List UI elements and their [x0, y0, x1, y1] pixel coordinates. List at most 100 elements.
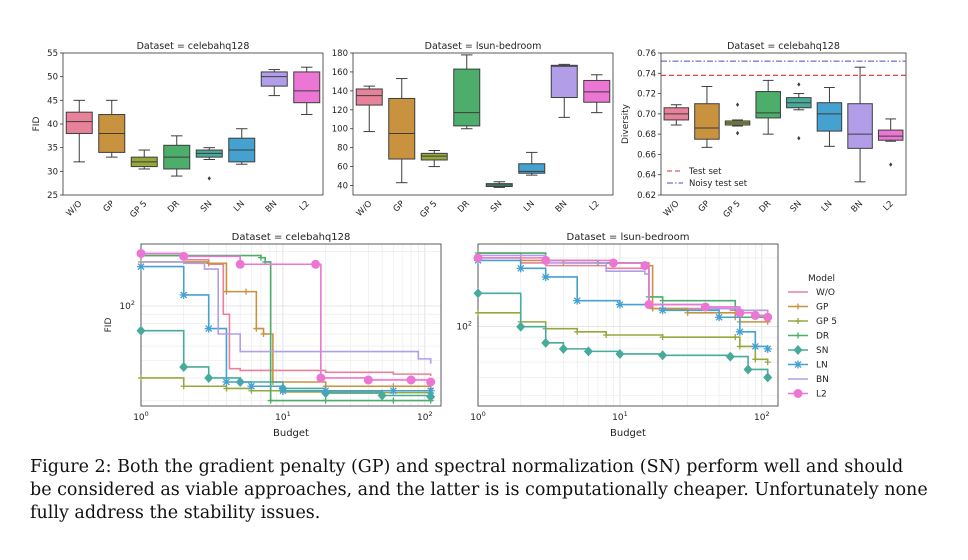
- panel-title: Dataset = celebahq128: [232, 232, 351, 243]
- y-tick-label: 50: [47, 73, 58, 83]
- box-body: [847, 103, 873, 149]
- legend-label: BN: [816, 375, 829, 385]
- series-gp: [138, 258, 434, 392]
- y-tick-label: 0.76: [637, 49, 656, 59]
- y-tick-label: 40: [47, 120, 58, 130]
- point-marker: [795, 318, 801, 324]
- series-l2: [473, 253, 773, 322]
- point-marker: [603, 331, 610, 338]
- legend-label: Noisy test set: [689, 179, 748, 189]
- outlier-point: [207, 176, 211, 181]
- series-gp: [475, 254, 771, 325]
- x-tick-label: DR: [757, 199, 773, 215]
- point-marker: [204, 324, 213, 333]
- box-sn: [485, 181, 513, 188]
- y-tick-label: 102: [456, 320, 472, 333]
- box-body: [293, 71, 321, 104]
- legend-label: DR: [816, 332, 829, 342]
- y-tick-label: 0.72: [637, 90, 656, 100]
- y-tick-label: 35: [47, 144, 58, 154]
- point-marker: [223, 385, 230, 392]
- x-tick-label: BN: [849, 199, 865, 215]
- x-tick-label: 102: [754, 410, 770, 423]
- point-marker: [615, 348, 625, 359]
- box-body: [65, 111, 93, 134]
- point-marker: [574, 328, 581, 335]
- model-legend: Model W/O GP GP 5 DR SN LN BN L2: [788, 274, 837, 400]
- series-sn: [136, 325, 436, 402]
- point-marker: [583, 346, 593, 357]
- figure-canvas: Dataset = celebahq128 25 30 35 40 45 50 55 FID W/…: [32, 41, 907, 439]
- box-dr: [755, 79, 781, 135]
- point-marker: [322, 397, 329, 404]
- legend-label: GP 5: [816, 317, 837, 327]
- point-marker: [243, 288, 250, 295]
- figure-caption: Figure 2: Both the gradient penalty (GP)…: [30, 457, 928, 523]
- box-panel-1: Dataset = celebahq128 25 30 35 40 45 50 55 FID W/…: [32, 41, 324, 220]
- box-wo: [65, 99, 93, 163]
- x-tick-label: LN: [820, 199, 835, 214]
- y-tick-label: 0.64: [637, 171, 656, 181]
- series-sn: [473, 288, 773, 383]
- point-marker: [363, 375, 373, 385]
- x-tick-label: SN: [789, 199, 804, 214]
- box-gp: [694, 85, 720, 148]
- point-marker: [426, 377, 436, 387]
- point-marker: [235, 259, 245, 269]
- x-tick-exponent: 0: [482, 410, 486, 418]
- box-body: [694, 103, 720, 140]
- y-tick-label: 120: [332, 106, 348, 116]
- x-tick-exponent: 1: [287, 410, 291, 418]
- box-panel-3: Dataset = celebahq128 0.62 0.64 0.66 0.68 0.7…: [621, 41, 907, 220]
- legend-label: W/O: [816, 288, 835, 298]
- box-wo: [663, 104, 690, 126]
- point-marker: [389, 386, 398, 395]
- legend-label: LN: [816, 361, 828, 371]
- x-tick-label: GP: [697, 199, 712, 214]
- y-tick-label: 0.70: [637, 110, 656, 120]
- y-tick-label: 100: [332, 125, 348, 135]
- point-marker: [764, 359, 771, 366]
- x-tick-label: 101: [612, 410, 628, 423]
- point-marker: [732, 334, 739, 341]
- point-marker: [541, 255, 551, 265]
- legend-label: Test set: [688, 167, 722, 177]
- box-ln: [816, 86, 843, 147]
- series-line: [141, 254, 432, 377]
- box-dr: [453, 54, 481, 130]
- point-marker: [795, 303, 801, 310]
- y-tick-label: 40: [337, 182, 348, 192]
- point-marker: [735, 308, 745, 318]
- box-sn: [786, 82, 812, 141]
- point-marker: [136, 248, 146, 258]
- point-marker: [752, 356, 759, 363]
- point-marker: [475, 309, 481, 316]
- y-tick-label: 60: [337, 163, 348, 173]
- box-l2: [583, 74, 611, 114]
- point-marker: [426, 391, 436, 402]
- point-marker: [750, 310, 760, 320]
- point-marker: [541, 337, 551, 348]
- series-wo: [141, 254, 432, 377]
- point-marker: [247, 382, 256, 391]
- y-tick-label: 0.66: [637, 150, 656, 160]
- panel-title: Dataset = celebahq128: [727, 41, 840, 52]
- point-marker: [763, 312, 773, 322]
- point-marker: [223, 288, 230, 295]
- y-tick-exponent: 2: [468, 320, 472, 328]
- box-gp5: [724, 102, 751, 136]
- box-body: [260, 71, 288, 87]
- point-marker: [516, 321, 526, 332]
- box-body: [518, 163, 546, 174]
- legend-title: Model: [808, 274, 835, 284]
- y-tick-label: 0.74: [637, 69, 656, 79]
- y-tick-label: 180: [332, 49, 348, 59]
- x-tick-label: DR: [456, 199, 472, 215]
- x-tick-exponent: 2: [428, 410, 432, 418]
- point-marker: [608, 258, 618, 268]
- series-line: [478, 254, 768, 312]
- y-axis-label: Diversity: [621, 103, 631, 144]
- y-tick-label: 0.68: [637, 130, 656, 140]
- point-marker: [640, 261, 650, 271]
- point-marker: [311, 259, 321, 269]
